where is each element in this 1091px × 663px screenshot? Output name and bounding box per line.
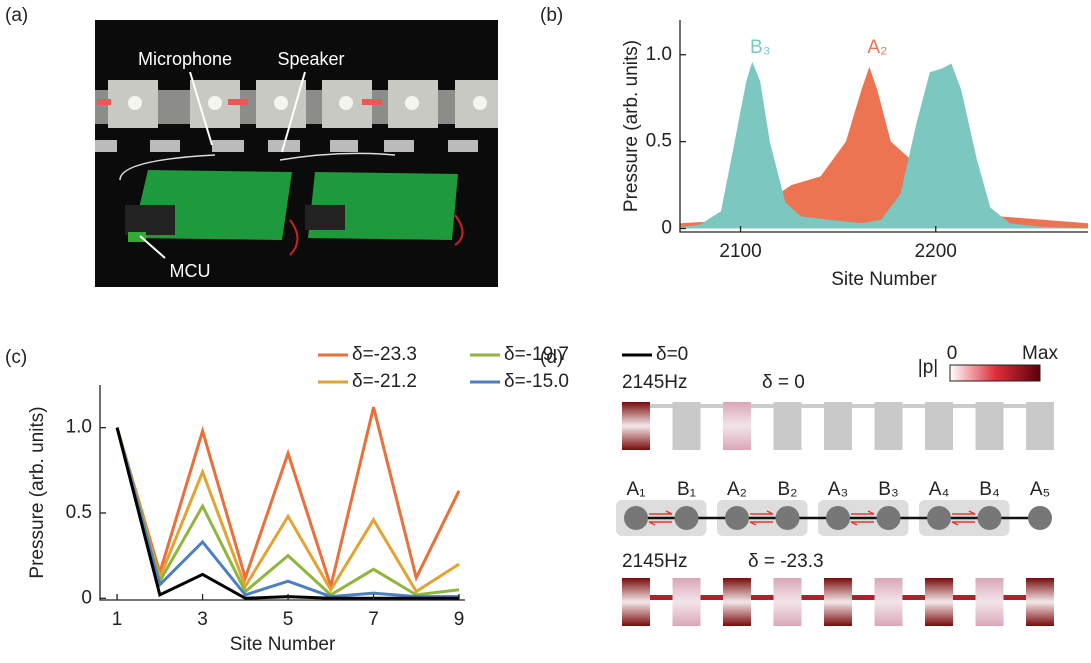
- y-axis-label: Pressure (arb. units): [27, 406, 48, 578]
- legend-label: δ=-15.0: [504, 371, 569, 392]
- colorbar-max: Max: [1022, 343, 1058, 364]
- frequency: 2145Hz: [622, 551, 688, 572]
- resonator: [673, 578, 701, 626]
- y-tick-label: 0.5: [646, 131, 672, 152]
- legend-label: δ=-21.2: [352, 371, 417, 392]
- resonator: [824, 402, 852, 450]
- resonator: [774, 578, 802, 626]
- photo-label: MCU: [170, 261, 211, 281]
- colorbar: [950, 365, 1040, 381]
- resonator: [875, 402, 903, 450]
- site-label: B₄: [979, 479, 1000, 500]
- site-label: A₁: [626, 479, 645, 500]
- y-tick-label: 1.0: [646, 44, 672, 65]
- series-label: A₂: [867, 37, 887, 58]
- site: [675, 506, 699, 530]
- diagram: |p| 0 Max 2145Hz δ = 0 2145Hz δ = -23.3 …: [616, 343, 1058, 626]
- site-label: B₂: [777, 479, 797, 500]
- resonator: [824, 578, 852, 626]
- resonator: [925, 578, 953, 626]
- series-label: B₃: [750, 37, 770, 58]
- colorbar-title: |p|: [918, 357, 938, 378]
- frequency: 2145Hz: [622, 372, 688, 393]
- resonator: [1026, 402, 1054, 450]
- x-tick-label: 1: [112, 609, 123, 630]
- detuning: δ = -23.3: [748, 551, 824, 572]
- x-tick-label: 9: [454, 609, 465, 630]
- resonator: [723, 578, 751, 626]
- resonator: [875, 578, 903, 626]
- figure: (a) (b) (c) (d) Microphone Speaker MCU |…: [0, 0, 1091, 663]
- y-tick-label: 0: [661, 218, 672, 239]
- x-axis-label: Site Number: [831, 269, 937, 290]
- resonator: [622, 578, 650, 626]
- site: [978, 506, 1002, 530]
- x-axis-label: Site Number: [230, 634, 336, 655]
- y-tick-label: 1.0: [66, 417, 92, 438]
- resonator: [1026, 578, 1054, 626]
- legend-label: δ=0: [656, 344, 688, 365]
- y-axis-label: Pressure (arb. units): [621, 40, 642, 212]
- x-tick-label: 7: [368, 609, 379, 630]
- site-label: B₃: [878, 479, 898, 500]
- resonator: [673, 402, 701, 450]
- x-tick-label: 3: [197, 609, 208, 630]
- site: [927, 506, 951, 530]
- photo: Microphone Speaker MCU: [95, 20, 498, 287]
- panel-label: (a): [5, 5, 28, 26]
- resonator: [976, 578, 1004, 626]
- y-tick-label: 0.5: [66, 502, 92, 523]
- site: [776, 506, 800, 530]
- legend-label: δ=-19.7: [504, 344, 569, 365]
- detuning: δ = 0: [762, 372, 805, 393]
- resonator: [976, 402, 1004, 450]
- site-label: A₄: [929, 479, 950, 500]
- legend-label: δ=-23.3: [352, 344, 417, 365]
- site: [1028, 506, 1052, 530]
- site: [725, 506, 749, 530]
- colorbar-min: 0: [947, 343, 958, 364]
- site-label: A₂: [727, 479, 747, 500]
- site-label: A₃: [828, 479, 848, 500]
- site: [624, 506, 648, 530]
- resonator: [925, 402, 953, 450]
- resonator: [774, 402, 802, 450]
- photo-label: Microphone: [138, 49, 232, 69]
- site-label: B₁: [677, 479, 696, 500]
- site: [877, 506, 901, 530]
- panel-label: (b): [540, 5, 563, 26]
- resonator: [723, 402, 751, 450]
- x-tick-label: 5: [283, 609, 294, 630]
- photo-label: Speaker: [277, 49, 344, 69]
- x-tick-label: 2100: [719, 241, 761, 262]
- site-label: A₅: [1030, 479, 1050, 500]
- site: [826, 506, 850, 530]
- resonator: [622, 402, 650, 450]
- panel-label: (c): [5, 347, 27, 368]
- y-tick-label: 0: [81, 587, 92, 608]
- x-tick-label: 2200: [915, 241, 957, 262]
